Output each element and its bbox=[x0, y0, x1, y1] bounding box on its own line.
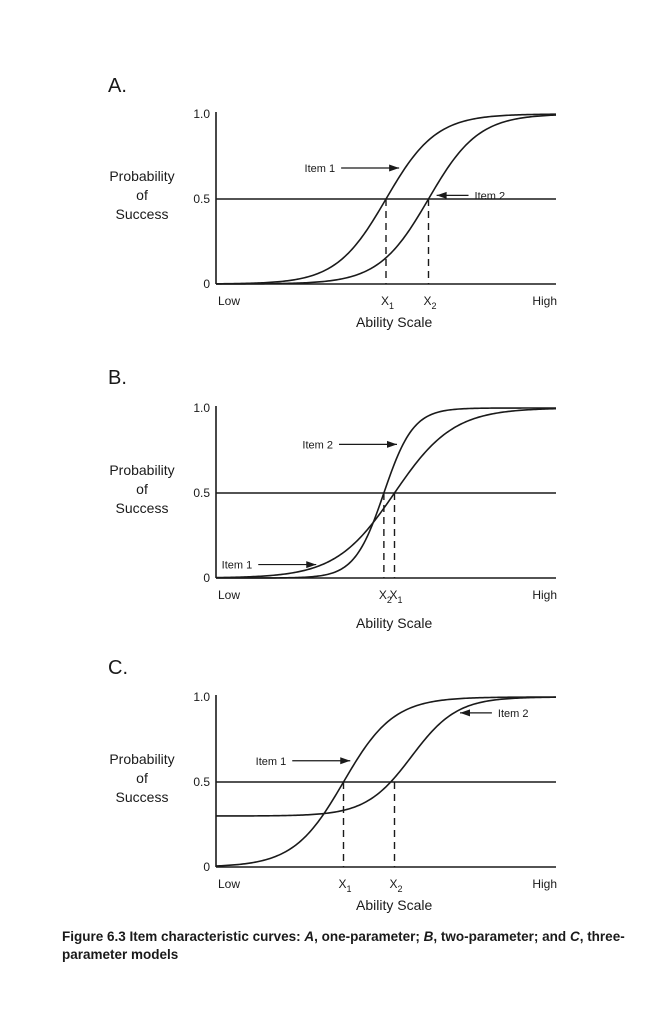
x-axis-label: Ability Scale bbox=[356, 615, 432, 631]
annotation-label: Item 2 bbox=[302, 439, 333, 451]
chart-panel-a: A. 0 0.5 1.0 Probability of Success Low High Abil… bbox=[108, 75, 557, 330]
marker-label: X2 bbox=[379, 588, 392, 605]
annotation-arrow-head bbox=[306, 561, 317, 569]
chart-panel-c: C. 0 0.5 1.0 Probability of Success Low High Abil… bbox=[108, 657, 557, 913]
marker-label: X1 bbox=[381, 294, 394, 311]
annotation-arrow-head bbox=[436, 191, 447, 199]
y-tick-label: 0 bbox=[203, 277, 210, 291]
caption-c-text: , three-parameter models bbox=[62, 929, 625, 962]
y-axis-label: of bbox=[136, 187, 148, 203]
y-tick-label: 0.5 bbox=[193, 486, 210, 500]
y-axis-label: Probability bbox=[109, 462, 174, 478]
curve-item-2 bbox=[216, 407, 556, 579]
y-axis-label: Probability bbox=[109, 751, 174, 767]
y-tick-label: 0 bbox=[203, 571, 210, 585]
figure-caption: Figure 6.3 Item characteristic curves: A… bbox=[62, 928, 642, 964]
y-axis-label: Success bbox=[116, 206, 169, 222]
curve-item-2 bbox=[215, 114, 557, 285]
caption-letter-c: C bbox=[569, 929, 580, 944]
y-axis-label: Success bbox=[116, 789, 169, 805]
annotation-arrow-head bbox=[460, 709, 470, 717]
curve-item-1 bbox=[215, 407, 557, 579]
caption-a-text: , one-parameter; bbox=[314, 929, 424, 944]
y-tick-label: 0 bbox=[203, 860, 210, 874]
marker-label: X2 bbox=[390, 877, 403, 894]
caption-prefix: Figure 6.3 Item characteristic curves: bbox=[62, 929, 305, 944]
x-tick-low: Low bbox=[218, 877, 240, 891]
caption-letter-b: B bbox=[423, 929, 434, 944]
y-axis-label: of bbox=[136, 770, 148, 786]
panel-label: A. bbox=[108, 75, 127, 97]
y-tick-label: 0.5 bbox=[193, 192, 210, 206]
curve-item-2 bbox=[216, 696, 557, 817]
marker-label: X1 bbox=[339, 877, 352, 894]
annotation-label: Item 1 bbox=[305, 163, 336, 175]
annotation-arrow-head bbox=[389, 164, 400, 172]
annotation-label: Item 1 bbox=[256, 756, 287, 768]
item-characteristic-curves-figure: A. 0 0.5 1.0 Probability of Success Low High Abil… bbox=[108, 75, 557, 913]
chart-panel-b: B. 0 0.5 1.0 Probability of Success Low High Abil… bbox=[108, 367, 557, 631]
annotation-label: Item 1 bbox=[222, 560, 253, 572]
x-tick-high: High bbox=[532, 294, 557, 308]
annotation-arrow-head bbox=[340, 757, 351, 765]
x-tick-low: Low bbox=[218, 294, 240, 308]
marker-label: X2 bbox=[424, 294, 437, 311]
x-tick-high: High bbox=[532, 588, 557, 602]
panel-label: B. bbox=[108, 367, 127, 389]
caption-b-text: , two-parameter; and bbox=[433, 929, 570, 944]
y-tick-label: 1.0 bbox=[193, 107, 210, 121]
x-tick-low: Low bbox=[218, 588, 240, 602]
x-axis-label: Ability Scale bbox=[356, 314, 432, 330]
x-axis-label: Ability Scale bbox=[356, 897, 432, 913]
curve-item-1 bbox=[215, 696, 557, 867]
annotation-arrow-head bbox=[387, 440, 397, 448]
y-tick-label: 1.0 bbox=[193, 690, 210, 704]
panel-label: C. bbox=[108, 657, 128, 679]
y-axis-label: of bbox=[136, 481, 148, 497]
y-axis-label: Probability bbox=[109, 168, 174, 184]
caption-letter-a: A bbox=[304, 929, 315, 944]
y-tick-label: 1.0 bbox=[193, 401, 210, 415]
annotation-label: Item 2 bbox=[475, 190, 506, 202]
y-axis-label: Success bbox=[116, 500, 169, 516]
annotation-label: Item 2 bbox=[498, 708, 529, 720]
y-tick-label: 0.5 bbox=[193, 775, 210, 789]
marker-label: X1 bbox=[390, 588, 403, 605]
x-tick-high: High bbox=[532, 877, 557, 891]
